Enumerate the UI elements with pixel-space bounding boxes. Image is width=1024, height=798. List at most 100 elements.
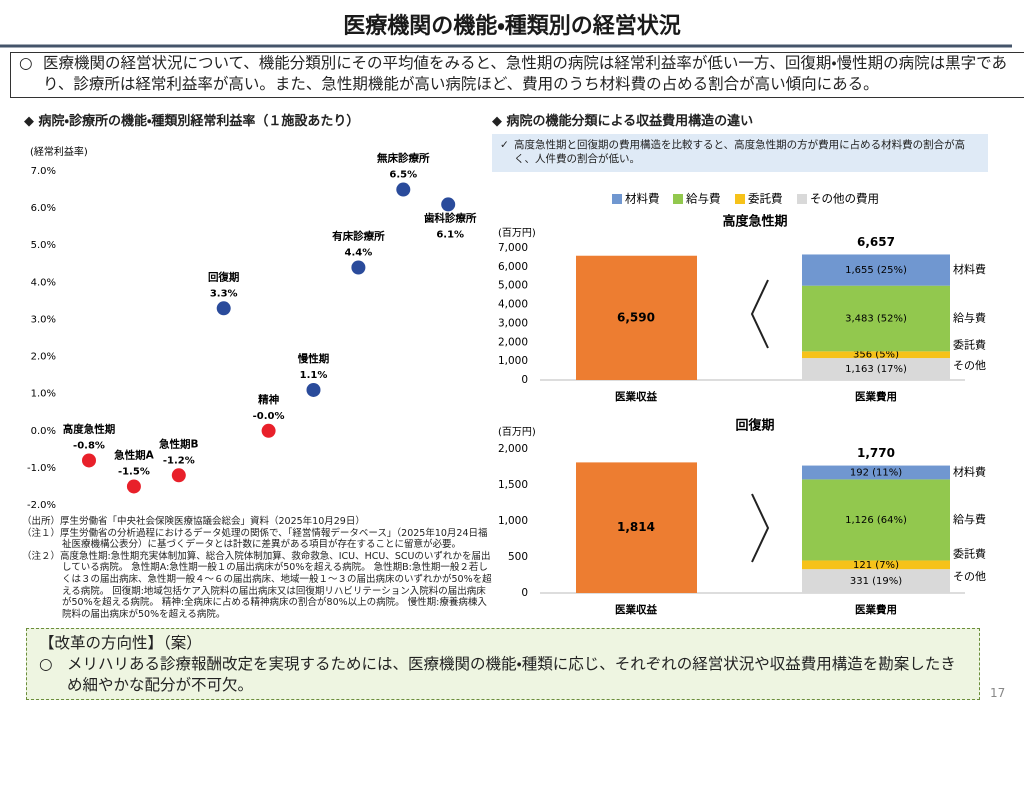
- reform-text: メリハリある診療報酬改定を実現するためには、医療機関の機能・種類に応じ、それぞれ…: [67, 655, 956, 694]
- bar-segment: [802, 560, 950, 570]
- segment-label: 委託費: [953, 546, 986, 560]
- value-label: 1.1%: [300, 370, 328, 381]
- value-label: 1,814: [617, 520, 655, 534]
- value-label: 1,655 (25%): [845, 265, 907, 276]
- page-title: 医療機関の機能・種類別の経営状況: [343, 14, 681, 39]
- x-tick-label: 医業収益: [615, 603, 657, 616]
- bar-segment: [802, 285, 950, 352]
- legend-swatch: [673, 194, 683, 204]
- legend-label: 材料費: [625, 192, 660, 206]
- value-label: 6,590: [617, 310, 655, 324]
- comparison-sign: [751, 493, 770, 563]
- y-tick-label: 6.0%: [31, 203, 56, 214]
- value-label: -1.5%: [118, 466, 150, 477]
- data-point: [351, 260, 366, 275]
- legend-label: その他の費用: [810, 192, 879, 206]
- y-tick-label: -2.0%: [27, 500, 56, 511]
- notes: （出所）厚生労働省「中央社会保険医療協議会総会」資料（2025年10月29日） …: [22, 516, 492, 620]
- value-label: 6.1%: [436, 229, 464, 240]
- value-label: 1,163 (17%): [845, 364, 907, 375]
- note-box: ✓ 高度急性期と回復期の費用構造を比較すると、高度急性期の方が費用に占める材料費の…: [492, 134, 988, 172]
- x-tick-label: 医業収益: [615, 390, 657, 403]
- y-tick-label: 5,000: [498, 280, 528, 292]
- point-label: 歯科診療所: [424, 211, 477, 224]
- point-label: 精神: [258, 393, 279, 406]
- axis-label: (百万円): [498, 227, 536, 239]
- legend-swatch: [797, 194, 807, 204]
- y-tick-label: 1,000: [498, 515, 528, 527]
- value-label: 331 (19%): [850, 576, 902, 587]
- y-tick-label: 500: [508, 551, 528, 563]
- total-label: 1,770: [857, 446, 895, 460]
- section-heading: ◆ 病院の機能分類による収益費用構造の違い: [492, 114, 754, 129]
- value-label: 6.5%: [389, 170, 417, 181]
- y-tick-label: 7.0%: [31, 166, 56, 177]
- y-tick-label: 4,000: [498, 299, 528, 311]
- segment-label: 材料費: [953, 464, 986, 478]
- y-tick-label: 0.0%: [31, 426, 56, 437]
- note-line: （出所）厚生労働省「中央社会保険医療協議会総会」資料（2025年10月29日）: [22, 516, 365, 527]
- segment-label: 給与費: [953, 512, 986, 526]
- y-tick-label: 6,000: [498, 261, 528, 273]
- point-label: 無床診療所: [377, 152, 430, 165]
- y-tick-label: 3,000: [498, 317, 528, 329]
- bar-segment: [802, 351, 950, 359]
- data-point: [82, 453, 96, 468]
- point-label: 高度急性期: [63, 422, 116, 435]
- data-point: [306, 382, 321, 397]
- axis-label: (百万円): [498, 426, 536, 438]
- legend-swatch: [735, 194, 745, 204]
- y-tick-label: 3.0%: [31, 314, 56, 325]
- value-label: 356 (5%): [853, 350, 899, 361]
- y-tick-label: -1.0%: [27, 463, 56, 474]
- point-label: 急性期B: [159, 437, 199, 450]
- y-tick-label: 4.0%: [31, 277, 56, 288]
- value-label: 3.3%: [210, 288, 238, 299]
- segment-label: 委託費: [953, 337, 986, 351]
- y-tick-label: 0: [521, 374, 528, 386]
- value-label: 192 (11%): [850, 467, 902, 478]
- reform-heading: 【改革の方向性】（案）: [39, 634, 202, 652]
- y-tick-label: 0: [521, 587, 528, 599]
- bar: [576, 462, 697, 593]
- bar-segment: [802, 358, 950, 380]
- reform-box: 【改革の方向性】（案） ○ メリハリある診療報酬改定を実現するためには、医療機関…: [26, 628, 980, 700]
- axis-label: (経常利益率): [30, 145, 88, 158]
- segment-label: その他: [953, 570, 986, 583]
- bar-segment: [802, 254, 950, 286]
- legend-label: 委託費: [748, 192, 783, 206]
- data-point: [396, 182, 411, 197]
- value-label: 3,483 (52%): [845, 314, 907, 325]
- data-point: [126, 479, 141, 494]
- bar-segment: [802, 465, 950, 480]
- data-point: [171, 468, 186, 483]
- y-tick-label: 1.0%: [31, 389, 56, 400]
- value-label: 121 (7%): [853, 560, 899, 571]
- bar-segment: [802, 479, 950, 561]
- page-number: 17: [990, 686, 1006, 700]
- y-tick-label: 2,000: [498, 443, 528, 455]
- point-label: 回復期: [208, 270, 240, 283]
- segment-label: 材料費: [953, 262, 986, 276]
- point-label: 有床診療所: [332, 229, 385, 242]
- section-heading: ◆ 病院・診療所の機能・種類別経常利益率（１施設あたり）: [24, 114, 360, 129]
- data-point: [441, 197, 456, 212]
- y-tick-label: 1,000: [498, 355, 528, 367]
- legend-swatch: [612, 194, 622, 204]
- x-tick-label: 医業費用: [855, 390, 897, 403]
- summary-text: 医療機関の経営状況について、機能分類別にその平均値をみると、急性期の病院は経常利…: [43, 54, 1007, 93]
- summary-box: ○ 医療機関の経営状況について、機能分類別にその平均値をみると、急性期の病院は経常…: [10, 52, 1024, 98]
- bar: [576, 255, 697, 380]
- chart-title: 回復期: [735, 418, 774, 434]
- segment-label: その他: [953, 359, 986, 372]
- y-tick-label: 2,000: [498, 336, 528, 348]
- point-label: 急性期A: [114, 448, 154, 461]
- point-label: 慢性期: [298, 352, 330, 365]
- note-text: 高度急性期と回復期の費用構造を比較すると、高度急性期の方が費用に占める材料費の割…: [514, 139, 966, 165]
- data-point: [261, 423, 276, 438]
- total-label: 6,657: [857, 235, 895, 249]
- note-line: （注１）厚生労働省の分析過程におけるデータ処理の関係で、「経営情報データベース」…: [22, 527, 488, 551]
- bar-segment: [802, 569, 950, 593]
